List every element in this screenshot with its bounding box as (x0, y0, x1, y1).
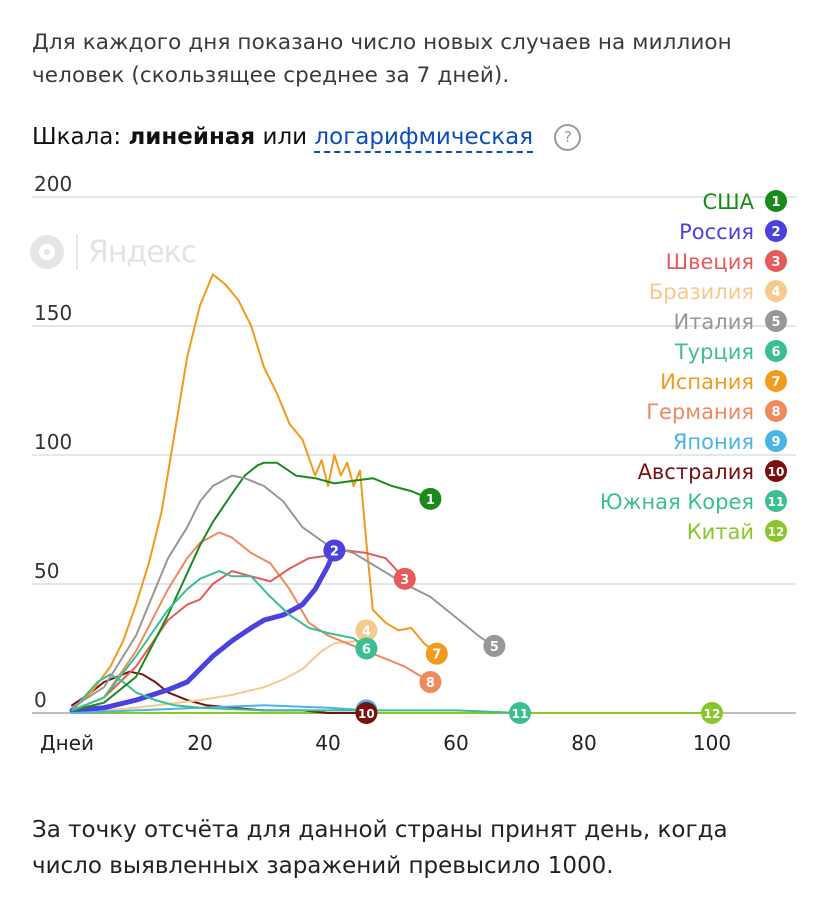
series-end-number: 11 (512, 707, 529, 721)
series-end-number: 10 (358, 707, 375, 721)
legend-marker-3[interactable] (765, 250, 787, 272)
legend-marker-number: 9 (771, 435, 780, 450)
footer-note: За точку отсчёта для данной страны приня… (32, 817, 728, 879)
y-tick-label: 0 (34, 688, 47, 712)
legend-marker-9[interactable] (765, 430, 787, 452)
legend-marker-11[interactable] (765, 490, 787, 512)
legend-marker-number: 8 (771, 405, 780, 420)
legend-item-6: Турция (674, 340, 754, 364)
legend-item-11: Южная Корея (600, 490, 754, 514)
series-line-6 (71, 570, 368, 712)
y-tick-label: 50 (34, 559, 59, 583)
series-end-number: 4 (362, 624, 371, 639)
series-end-number: 3 (400, 573, 409, 588)
legend-marker-10[interactable] (765, 460, 787, 482)
legend-marker-number: 10 (768, 465, 785, 479)
legend-item-9: Япония (673, 430, 754, 454)
series-line-5 (71, 474, 496, 709)
series-end-number: 5 (490, 640, 499, 655)
watermark-divider (76, 234, 78, 270)
series-end-number: 8 (426, 676, 435, 691)
x-tick-label: 40 (315, 731, 340, 755)
legend-item-4: Бразилия (649, 280, 754, 304)
legend-item-10: Австралия (638, 460, 754, 484)
series-end-marker-6[interactable] (355, 637, 378, 660)
legend-item-8: Германия (646, 400, 754, 424)
x-tick-label: 20 (187, 731, 212, 755)
x-axis-label: Дней (40, 731, 94, 755)
legend-marker-number: 5 (771, 315, 780, 330)
series-line-3 (71, 549, 406, 712)
legend-marker-number: 7 (771, 375, 780, 390)
legend-item-5: Италия (673, 310, 754, 334)
legend-marker-number: 12 (768, 525, 785, 539)
scale-linear-option[interactable]: линейная (128, 124, 256, 150)
series-line-1 (71, 461, 432, 712)
x-tick-label: 100 (693, 731, 731, 755)
cases-line-chart: 050100150200Дней204060801001234567891011… (32, 172, 796, 755)
legend-marker-number: 1 (771, 195, 780, 210)
yandex-logo-icon (30, 235, 64, 269)
series-end-marker-2[interactable] (323, 539, 346, 562)
series-end-marker-8[interactable] (419, 671, 442, 694)
scale-label: Шкала: (32, 124, 122, 150)
series-end-marker-11[interactable] (509, 702, 531, 724)
yandex-watermark: Яндекс (30, 234, 197, 270)
series-end-marker-4[interactable] (355, 619, 378, 642)
legend-item-3: Швеция (666, 250, 754, 274)
legend-marker-4[interactable] (765, 280, 787, 302)
y-tick-label: 150 (34, 301, 72, 325)
series-end-number: 7 (432, 648, 441, 663)
y-tick-label: 100 (34, 430, 72, 454)
legend-item-7: Испания (660, 370, 754, 394)
series-end-marker-1[interactable] (419, 487, 442, 510)
x-tick-label: 60 (443, 731, 468, 755)
legend-marker-number: 4 (771, 285, 780, 300)
legend-marker-5[interactable] (765, 310, 787, 332)
scale-or-text: или (262, 124, 308, 150)
legend-item-1: США (703, 190, 755, 214)
x-tick-label: 80 (571, 731, 596, 755)
legend-item-2: Россия (679, 220, 754, 244)
watermark-text: Яндекс (88, 234, 197, 270)
series-line-9 (71, 704, 368, 714)
legend-marker-7[interactable] (765, 370, 787, 392)
series-end-marker-7[interactable] (425, 642, 448, 665)
series-end-number: 2 (330, 544, 339, 559)
series-end-marker-12[interactable] (701, 702, 723, 724)
legend-marker-number: 11 (768, 495, 785, 509)
series-end-marker-10[interactable] (355, 702, 378, 724)
legend-marker-number: 2 (771, 225, 780, 240)
legend-marker-1[interactable] (765, 190, 787, 212)
help-icon[interactable]: ? (554, 124, 582, 151)
legend-marker-6[interactable] (765, 340, 787, 362)
legend-marker-8[interactable] (765, 400, 787, 422)
legend-marker-2[interactable] (765, 220, 787, 242)
scale-log-option[interactable]: логарифмическая (314, 124, 534, 153)
scale-switch: Шкала: линейная или логарифмическая ? (32, 124, 582, 153)
legend-marker-number: 3 (771, 255, 780, 270)
series-end-marker-3[interactable] (393, 567, 416, 590)
series-end-number: 12 (704, 707, 721, 721)
series-line-7 (71, 273, 438, 712)
series-line-4 (71, 629, 368, 714)
series-end-marker-5[interactable] (483, 634, 506, 657)
legend-marker-number: 6 (771, 345, 780, 360)
legend-item-12: Китай (687, 520, 754, 544)
legend-marker-12[interactable] (765, 520, 787, 542)
y-tick-label: 200 (34, 172, 72, 196)
series-end-number: 6 (362, 643, 371, 658)
intro-text: Для каждого дня показано число новых слу… (32, 30, 732, 88)
series-end-number: 1 (426, 493, 435, 508)
